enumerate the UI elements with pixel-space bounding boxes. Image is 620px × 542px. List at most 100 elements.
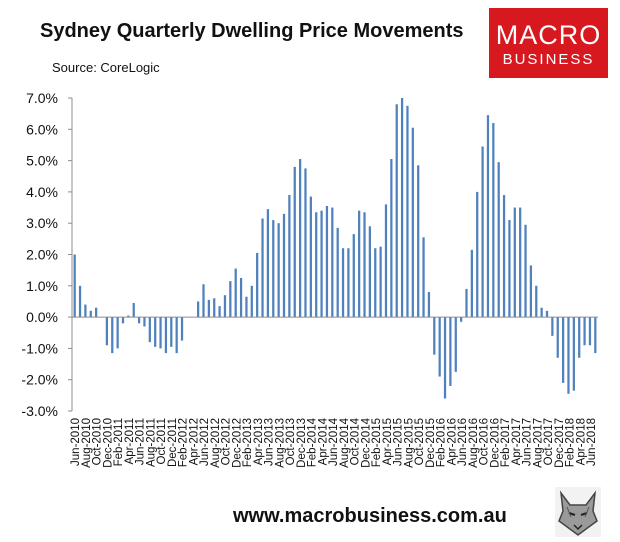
bar xyxy=(508,220,511,318)
x-tick-label: Jun-2017 xyxy=(522,418,534,466)
x-tick-label: Oct-2015 xyxy=(414,418,426,465)
bar xyxy=(325,205,329,318)
bar xyxy=(197,301,200,318)
bar xyxy=(234,268,237,318)
x-tick-label: Apr-2015 xyxy=(382,418,394,465)
bar xyxy=(476,191,479,318)
bar xyxy=(315,212,318,318)
bar xyxy=(519,207,522,318)
x-tick-label: Dec-2012 xyxy=(231,418,243,468)
bar xyxy=(298,159,302,318)
x-tick-label: Oct-2012 xyxy=(221,418,233,465)
y-tick-label: 7.0% xyxy=(26,90,58,106)
bar xyxy=(277,223,280,318)
bar xyxy=(384,204,388,318)
bar xyxy=(121,317,125,324)
x-tick-label: Feb-2017 xyxy=(500,418,512,467)
bar xyxy=(73,254,76,318)
bar xyxy=(460,317,463,322)
bar xyxy=(320,210,323,318)
bar xyxy=(411,127,414,318)
macrobusiness-logo: MACRO BUSINESS xyxy=(489,8,608,78)
bar xyxy=(223,295,227,318)
bar xyxy=(492,123,495,318)
chart-title: Sydney Quarterly Dwelling Price Movement… xyxy=(40,20,464,42)
x-tick-label: Dec-2016 xyxy=(489,418,501,468)
x-tick-label: Dec-2017 xyxy=(554,418,566,468)
bar xyxy=(379,246,382,318)
bar xyxy=(572,317,575,391)
y-tick-label: 0.0% xyxy=(26,309,58,325)
bar xyxy=(143,317,146,327)
bar xyxy=(105,317,109,346)
x-tick-label: Apr-2011 xyxy=(124,418,136,464)
x-tick-label: Oct-2010 xyxy=(92,418,104,465)
x-tick-label: Apr-2014 xyxy=(317,417,329,465)
x-tick-label: Aug-2010 xyxy=(81,418,93,468)
x-tick-label: Feb-2014 xyxy=(307,417,319,467)
x-tick-label: Jun-2011 xyxy=(135,418,147,465)
bar xyxy=(481,146,484,318)
bar xyxy=(438,317,441,377)
bar xyxy=(486,115,490,318)
chart-source: Source: CoreLogic xyxy=(52,60,160,75)
x-tick-label: Aug-2016 xyxy=(468,418,480,468)
bar xyxy=(170,317,173,347)
bar xyxy=(218,306,221,318)
x-tick-label: Oct-2013 xyxy=(285,418,297,465)
wolf-mascot-icon xyxy=(555,487,601,537)
x-tick-label: Jun-2015 xyxy=(393,418,405,466)
x-tick-label: Oct-2017 xyxy=(543,418,555,465)
bar xyxy=(266,209,270,318)
bar xyxy=(535,285,538,318)
y-tick-label: 3.0% xyxy=(26,215,58,231)
x-tick-label: Feb-2011 xyxy=(113,418,125,466)
bar xyxy=(239,277,243,318)
x-tick-label: Jun-2014 xyxy=(328,417,340,466)
bar xyxy=(502,195,506,318)
x-tick-label: Oct-2014 xyxy=(350,417,362,465)
bar xyxy=(594,317,597,354)
x-tick-label: Jun-2010 xyxy=(70,418,82,466)
bar xyxy=(89,310,92,318)
bars xyxy=(73,98,597,399)
bar xyxy=(513,207,516,318)
y-tick-label: -1.0% xyxy=(21,340,58,356)
x-tick-label: Jun-2013 xyxy=(264,418,276,466)
bar xyxy=(336,227,339,318)
y-tick-label: 5.0% xyxy=(26,153,58,169)
bar xyxy=(213,298,216,318)
bar xyxy=(84,304,87,318)
bar xyxy=(352,234,355,318)
x-tick-label: Aug-2015 xyxy=(403,418,415,468)
bar xyxy=(341,248,345,318)
bar xyxy=(583,317,586,346)
bar xyxy=(433,317,436,355)
x-tick-label: Feb-2012 xyxy=(178,418,190,467)
bar xyxy=(588,317,592,346)
y-tick-label: 2.0% xyxy=(26,247,58,263)
x-tick-label: Jun-2016 xyxy=(457,418,469,466)
x-tick-label: Jun-2012 xyxy=(199,418,211,466)
logo-line1: MACRO xyxy=(495,20,602,50)
bar xyxy=(454,317,457,372)
bar xyxy=(288,195,291,318)
x-tick-label: Apr-2013 xyxy=(253,418,265,465)
bar xyxy=(545,310,549,318)
bar xyxy=(443,317,447,399)
bar xyxy=(116,317,119,349)
y-tick-label: 6.0% xyxy=(26,121,58,137)
bar xyxy=(175,317,178,354)
bar xyxy=(551,317,554,336)
x-tick-label: Feb-2018 xyxy=(565,418,577,467)
y-axis: 7.0% 6.0% 5.0% 4.0% 3.0% 2.0% 1.0% 0.0% -1.0% -2.… xyxy=(21,90,73,419)
x-tick-label: Feb-2013 xyxy=(242,418,254,467)
bar xyxy=(524,224,527,318)
bar xyxy=(250,285,253,318)
bar xyxy=(309,196,312,318)
bar xyxy=(422,237,425,318)
bar xyxy=(256,252,259,318)
bar xyxy=(358,210,361,318)
bar xyxy=(159,317,162,349)
